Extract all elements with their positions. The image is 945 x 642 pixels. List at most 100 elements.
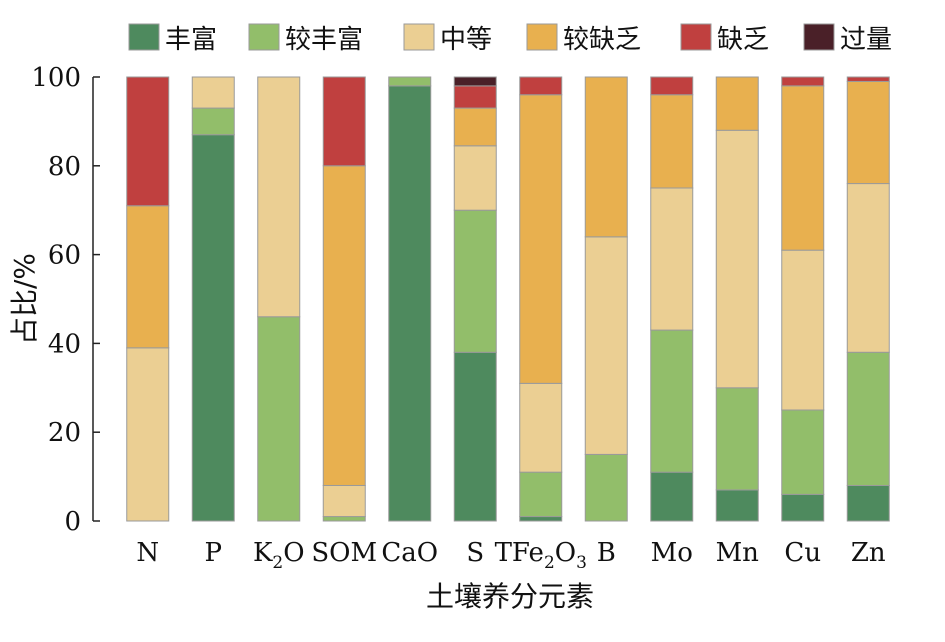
bar-segment [650,329,694,473]
bar-segment [715,387,759,491]
legend-label: 丰富 [165,25,217,55]
bar-segment [715,489,759,522]
y-axis-title: 占比/% [8,253,41,345]
bar-segment [715,129,759,389]
x-tick-label: Mn [716,538,760,568]
bar-segment [257,316,301,522]
legend-item: 中等 [403,23,492,55]
bar-segment [650,187,694,331]
legend-label: 缺乏 [717,25,769,55]
bar-stack [650,76,694,522]
bar-segment [781,493,825,522]
y-axis-ticks: 0 20 40 60 80 100 [31,63,100,537]
x-axis-ticks: N P K2O SOM CaO S TFe2O3 B Mo Mn Cu Zn [136,538,886,573]
bar-stack [781,76,825,522]
bar-segment [191,76,235,109]
bar-segment [846,183,890,353]
x-tick-label: Zn [851,538,886,568]
bar-stack [519,76,563,522]
legend-swatch [680,23,712,51]
legend-label: 较缺乏 [563,25,641,55]
bar-stack [715,76,759,522]
x-tick-label: Mo [651,538,693,568]
bar-segment [781,76,825,87]
bar-segment [322,165,366,486]
bar-segment [519,471,563,518]
bar-segment [781,249,825,411]
x-tick-label: Cu [784,538,821,568]
bar-segment [584,236,628,455]
bar-stack [257,76,301,522]
y-tick-label: 80 [48,152,81,182]
legend-swatch [803,23,835,51]
x-tick-label: P [205,538,223,568]
bar-segment [650,76,694,96]
legend-label: 中等 [440,25,492,55]
x-tick-label: K2O [253,538,305,573]
legend-item: 过量 [803,23,892,55]
bar-segment [650,471,694,522]
bar-stacks [126,76,890,522]
bar-segment [846,484,890,522]
legend-swatch [128,23,160,51]
bar-segment [322,76,366,167]
bar-segment [519,76,563,96]
bar-segment [781,409,825,495]
bar-segment [781,85,825,251]
x-tick-label: TFe2O3 [495,538,587,573]
x-tick-label: CaO [381,538,438,568]
bar-segment [453,209,497,353]
bar-segment [519,382,563,473]
bar-segment [388,76,432,87]
y-tick-label: 100 [31,63,81,93]
bar-segment [715,76,759,131]
bar-segment [257,76,301,318]
legend-label: 过量 [840,25,892,55]
bar-segment [453,145,497,211]
legend-swatch [248,23,280,51]
bar-segment [126,76,170,207]
bar-segment [388,85,432,522]
bar-segment [191,107,235,136]
bar-stack [388,76,432,522]
legend-swatch [526,23,558,51]
legend-item: 缺乏 [680,23,769,55]
y-tick-label: 40 [48,329,81,359]
bar-segment [519,516,563,522]
bar-stack [846,76,890,522]
bar-segment [453,107,497,147]
bar-segment [322,516,366,522]
x-tick-label: S [466,538,484,568]
y-tick-label: 20 [48,418,81,448]
bar-segment [650,94,694,189]
bar-segment [846,80,890,185]
bar-stack [322,76,366,522]
legend-item: 较缺乏 [526,23,641,55]
legend: 丰富 较丰富 中等 较缺乏 缺乏 过量 [128,23,892,55]
bar-stack [584,76,628,522]
x-tick-label: B [597,538,616,568]
legend-item: 较丰富 [248,23,363,55]
legend-swatch [403,23,435,51]
bar-segment [126,205,170,349]
bar-segment [126,347,170,522]
bar-segment [846,351,890,486]
y-tick-label: 60 [48,241,81,271]
x-tick-label: N [136,538,159,568]
bar-stack [453,76,497,522]
bar-segment [584,453,628,522]
bar-segment [191,134,235,522]
y-tick-label: 0 [64,507,81,537]
bar-segment [453,85,497,109]
bar-segment [453,76,497,87]
bar-segment [584,76,628,238]
bar-segment [846,76,890,82]
bar-stack [191,76,235,522]
x-axis-title: 土壤养分元素 [426,580,594,613]
bar-segment [322,484,366,518]
x-tick-label: SOM [311,538,377,568]
bar-segment [453,351,497,522]
legend-item: 丰富 [128,23,217,55]
